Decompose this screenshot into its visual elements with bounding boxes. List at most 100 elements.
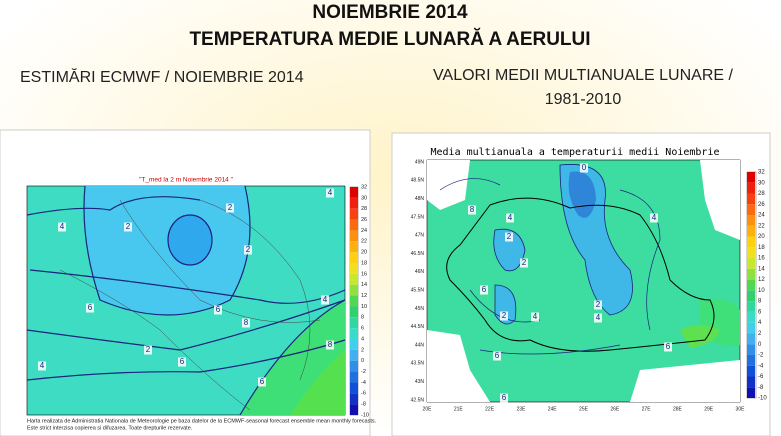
contour-label: 8: [244, 318, 249, 327]
lat-label: 44N: [415, 342, 425, 348]
contour-label: 8: [328, 340, 333, 349]
colorbar-segment: [747, 172, 755, 183]
colorbar-label: 26: [758, 202, 765, 208]
contour-label: 2: [502, 311, 507, 320]
colorbar-label: -2: [361, 369, 366, 375]
colorbar-label: 2: [758, 331, 762, 337]
lat-label: 44.5N: [411, 324, 425, 330]
contour-label-bg: [580, 163, 588, 173]
contour-label: 2: [507, 232, 512, 241]
colorbar-segment: [350, 404, 358, 415]
contour-label-bg: [242, 318, 250, 328]
lon-label: 27E: [642, 406, 652, 412]
colorbar-segment: [350, 371, 358, 383]
left-heading: ESTIMĂRI ECMWF / NOIEMBRIE 2014: [20, 67, 304, 86]
map-title: Media multianuala a temperaturii medii N…: [431, 147, 720, 158]
colorbar-label: 16: [758, 256, 765, 262]
contour-label: 8: [470, 205, 475, 214]
colorbar-label: 20: [361, 250, 367, 256]
colorbar-label: -10: [361, 412, 369, 418]
contour-label-bg: [86, 303, 94, 313]
colorbar-segment: [350, 230, 358, 242]
contour-label-bg: [468, 205, 476, 215]
colorbar-segment: [747, 387, 755, 398]
colorbar-label: 10: [758, 288, 765, 294]
colorbar-label: 32: [758, 170, 765, 176]
colorbar-label: -2: [758, 353, 764, 359]
contour-label-bg: [500, 311, 508, 321]
lon-label: 22E: [485, 406, 495, 412]
colorbar-label: 30: [758, 180, 765, 186]
lon-label: 26E: [610, 406, 620, 412]
contour-label: 6: [502, 393, 507, 402]
contour-label-bg: [500, 393, 508, 403]
colorbar-label: 12: [758, 277, 765, 283]
right-heading: VALORI MEDII MULTIANUALE LUNARE /: [433, 67, 733, 84]
colorbar-label: -8: [361, 402, 366, 408]
colorbar-label: 16: [361, 271, 367, 277]
contour-label: 4: [508, 213, 513, 222]
colorbar-segment: [747, 376, 755, 388]
colorbar-label: 18: [361, 260, 367, 266]
colorbar-segment: [350, 252, 358, 263]
colorbar-label: 10: [361, 304, 367, 310]
colorbar-segment: [747, 365, 755, 377]
contour-label: 6: [260, 377, 265, 386]
colorbar-label: 26: [361, 217, 367, 223]
contour-label: 6: [180, 357, 185, 366]
contour-label-bg: [244, 245, 252, 255]
colorbar-label: 22: [361, 239, 367, 245]
colorbar-label: 8: [361, 315, 364, 321]
contour-label: 0: [582, 163, 587, 172]
colorbar-segment: [747, 193, 755, 205]
colorbar-segment: [747, 301, 755, 312]
colorbar-segment: [350, 263, 358, 274]
colorbar-segment: [747, 215, 755, 226]
colorbar-segment: [350, 339, 358, 350]
colorbar-segment: [350, 197, 358, 209]
colorbar-segment: [747, 236, 755, 248]
lon-label: 30E: [736, 406, 746, 412]
title: NOIEMBRIE 2014: [312, 2, 468, 23]
map-title: "T_med la 2 m Noiembrie 2014 ": [139, 177, 234, 184]
lon-label: 24E: [548, 406, 558, 412]
colorbar-segment: [747, 322, 755, 334]
colorbar-segment: [747, 258, 755, 269]
contour-label-bg: [178, 357, 186, 367]
colorbar-label: 12: [361, 293, 367, 299]
lat-label: 48N: [415, 196, 425, 202]
lat-label: 48.5N: [411, 178, 425, 184]
subtitle: TEMPERATURA MEDIE LUNARĂ A AERULUI: [189, 28, 590, 50]
colorbar-segment: [747, 247, 755, 259]
colorbar-segment: [350, 317, 358, 329]
contour-label-bg: [214, 305, 222, 315]
contour-label-bg: [321, 295, 329, 305]
contour-label-bg: [520, 258, 528, 268]
contour-label-bg: [326, 340, 334, 350]
contour-label-bg: [58, 222, 66, 232]
contour-label-bg: [664, 342, 672, 352]
colorbar-segment: [747, 290, 755, 302]
colorbar-segment: [350, 208, 358, 220]
colorbar-label: 24: [361, 228, 367, 234]
lat-label: 42.5N: [411, 397, 425, 403]
colorbar-segment: [350, 284, 358, 296]
colorbar-label: 14: [758, 266, 765, 272]
colorbar-segment: [350, 328, 358, 339]
contour-label: 6: [482, 285, 487, 294]
colorbar-segment: [747, 333, 755, 345]
lon-label: 20E: [423, 406, 433, 412]
colorbar-segment: [350, 306, 358, 318]
contour-label-bg: [124, 222, 132, 232]
contour-label-bg: [258, 377, 266, 387]
contour-label: 2: [246, 245, 251, 254]
contour-label: 6: [666, 342, 671, 351]
colorbar-segment: [747, 311, 755, 323]
colorbar-label: 8: [758, 299, 762, 305]
colorbar-segment: [747, 204, 755, 216]
contour-label: 4: [328, 188, 333, 197]
colorbar-segment: [350, 349, 358, 361]
colorbar-label: -4: [758, 363, 764, 369]
colorbar-label: -10: [758, 396, 767, 402]
